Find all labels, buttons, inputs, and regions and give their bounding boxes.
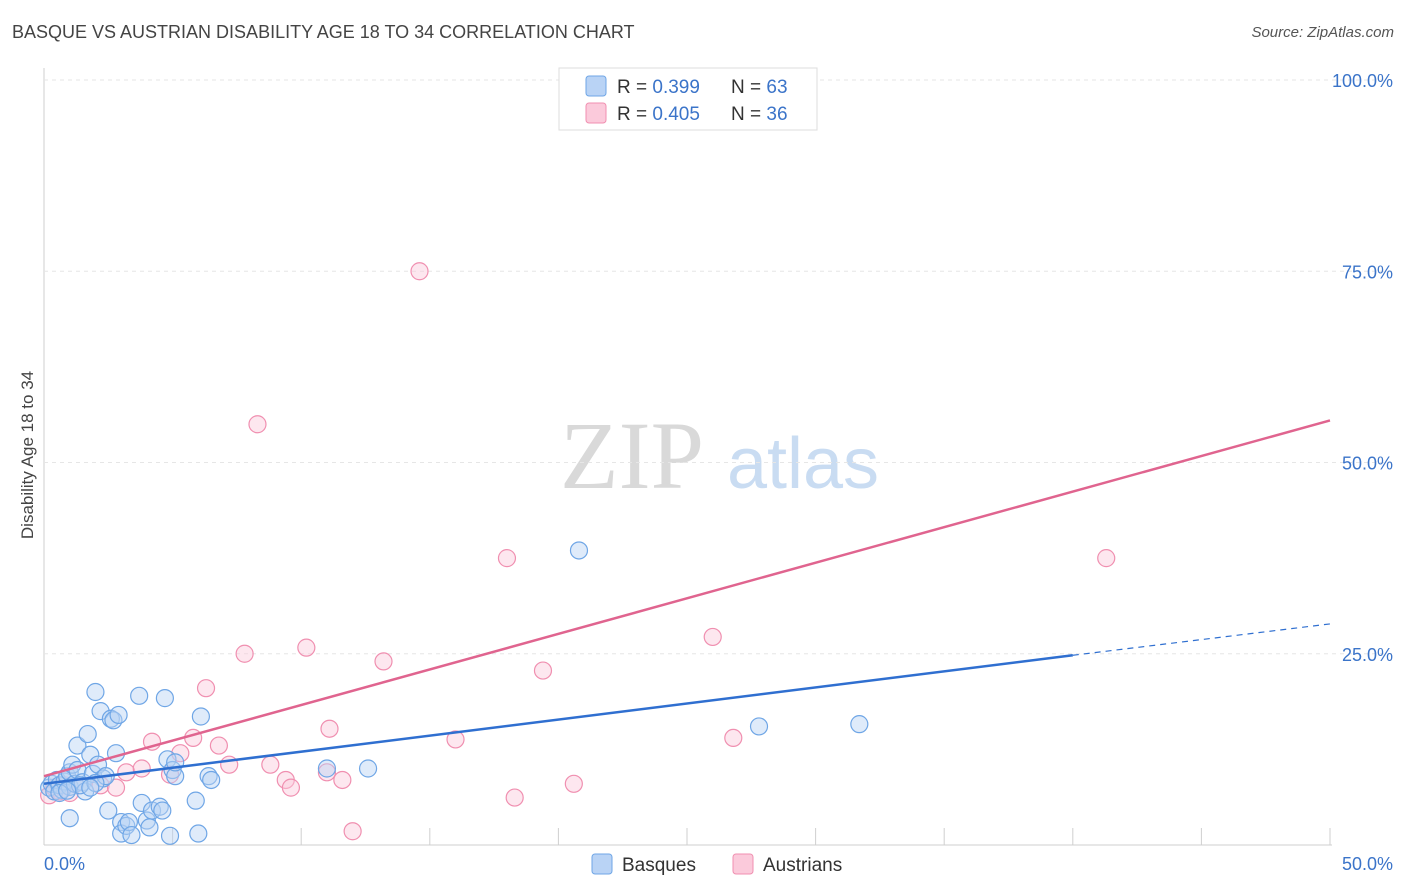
- legend-n-value-basques: 63: [766, 77, 787, 98]
- austrian-point: [297, 638, 316, 657]
- austrian-point: [106, 778, 126, 797]
- bottom-legend-swatch-basques: [591, 853, 613, 875]
- basque-point: [317, 759, 337, 778]
- basque-point: [58, 781, 77, 800]
- legend-r-label-austrians: R =: [617, 104, 652, 125]
- basques-trend-line: [43, 654, 1073, 786]
- austrian-point: [564, 774, 583, 793]
- legend-n-label-basques: N =: [731, 77, 766, 98]
- basque-point: [569, 541, 589, 560]
- austrian-point: [209, 736, 228, 755]
- austrian-point: [320, 719, 339, 738]
- austrians-points: [40, 262, 1116, 841]
- bottom-legend-label-basques: Basques: [622, 855, 696, 876]
- basque-point: [99, 801, 118, 820]
- series-legend: Basques Austrians: [591, 853, 842, 876]
- source-label: Source: ZipAtlas.com: [1251, 24, 1394, 41]
- y-axis-label: Disability Age 18 to 34: [18, 371, 37, 539]
- chart-title: BASQUE VS AUSTRIAN DISABILITY AGE 18 TO …: [12, 22, 635, 42]
- legend-r-value-basques: 0.399: [652, 77, 700, 98]
- austrian-point: [703, 627, 722, 647]
- legend-swatch-austrians: [585, 102, 607, 124]
- legend-swatch-basques: [585, 75, 607, 97]
- austrian-point: [343, 822, 362, 841]
- austrian-point: [724, 728, 743, 748]
- basque-point: [358, 759, 378, 778]
- basque-point: [191, 707, 210, 726]
- austrian-point: [410, 262, 429, 281]
- basque-point: [153, 801, 172, 820]
- legend-n-value-austrians: 36: [766, 104, 787, 125]
- austrian-point: [281, 778, 301, 797]
- legend-n-label-austrians: N =: [731, 104, 766, 125]
- austrian-point: [333, 770, 352, 790]
- svg-text:R = 0.405: R = 0.405: [617, 104, 700, 125]
- basque-point: [140, 818, 159, 837]
- basque-point: [109, 705, 128, 725]
- austrian-point: [235, 644, 254, 663]
- austrians-trend-line: [43, 419, 1331, 778]
- watermark-atlas: atlas: [727, 424, 879, 504]
- basque-point: [189, 824, 208, 843]
- basque-point: [104, 711, 123, 730]
- austrian-point: [248, 415, 267, 434]
- svg-text:N = 63: N = 63: [731, 77, 788, 98]
- basque-point: [81, 778, 100, 797]
- y-tick-label: 25.0%: [1342, 645, 1393, 665]
- basque-point: [202, 770, 221, 790]
- y-tick-label: 50.0%: [1342, 454, 1393, 474]
- basque-point: [78, 724, 97, 744]
- basque-point: [160, 826, 180, 845]
- basque-point: [155, 689, 174, 708]
- watermark-zip: ZIP: [560, 402, 704, 509]
- svg-text:R = 0.399: R = 0.399: [617, 77, 700, 98]
- basque-point: [122, 825, 141, 845]
- x-tick-label-min: 0.0%: [44, 854, 85, 874]
- basque-point: [60, 809, 79, 828]
- y-tick-label: 75.0%: [1342, 262, 1393, 282]
- basque-point: [850, 715, 869, 734]
- austrian-point: [497, 549, 517, 568]
- austrian-point: [196, 679, 216, 698]
- basque-point: [91, 702, 110, 721]
- austrian-point: [505, 788, 524, 807]
- stats-legend: R = 0.399 N = 63 R = 0.405 N = 36: [558, 67, 818, 131]
- y-tick-label: 100.0%: [1332, 71, 1393, 91]
- austrian-point: [317, 763, 337, 782]
- austrian-point: [132, 759, 151, 778]
- austrian-point: [1097, 549, 1116, 568]
- austrian-point: [533, 661, 553, 680]
- basques-points: [40, 541, 869, 845]
- basque-point: [68, 736, 87, 755]
- legend-r-value-austrians: 0.405: [652, 104, 700, 125]
- trend-lines: [43, 419, 1331, 786]
- basque-point: [186, 791, 205, 810]
- bottom-legend-label-austrians: Austrians: [763, 855, 842, 876]
- y-tick-labels: 100.0% 75.0% 50.0% 25.0%: [1332, 71, 1393, 665]
- basques-trend-extension: [1072, 623, 1331, 656]
- bottom-legend-swatch-austrians: [732, 853, 754, 875]
- austrian-point: [374, 652, 393, 671]
- legend-r-label-basques: R =: [617, 77, 652, 98]
- svg-text:N = 36: N = 36: [731, 104, 788, 125]
- gridlines: [44, 79, 1393, 655]
- basque-point: [749, 717, 769, 736]
- basque-point: [86, 682, 105, 702]
- austrian-point: [261, 755, 280, 774]
- basque-point: [130, 686, 149, 705]
- x-ticks: [43, 828, 1331, 845]
- austrian-point: [446, 730, 465, 749]
- x-tick-label-max: 50.0%: [1342, 854, 1393, 874]
- basque-point: [132, 793, 151, 813]
